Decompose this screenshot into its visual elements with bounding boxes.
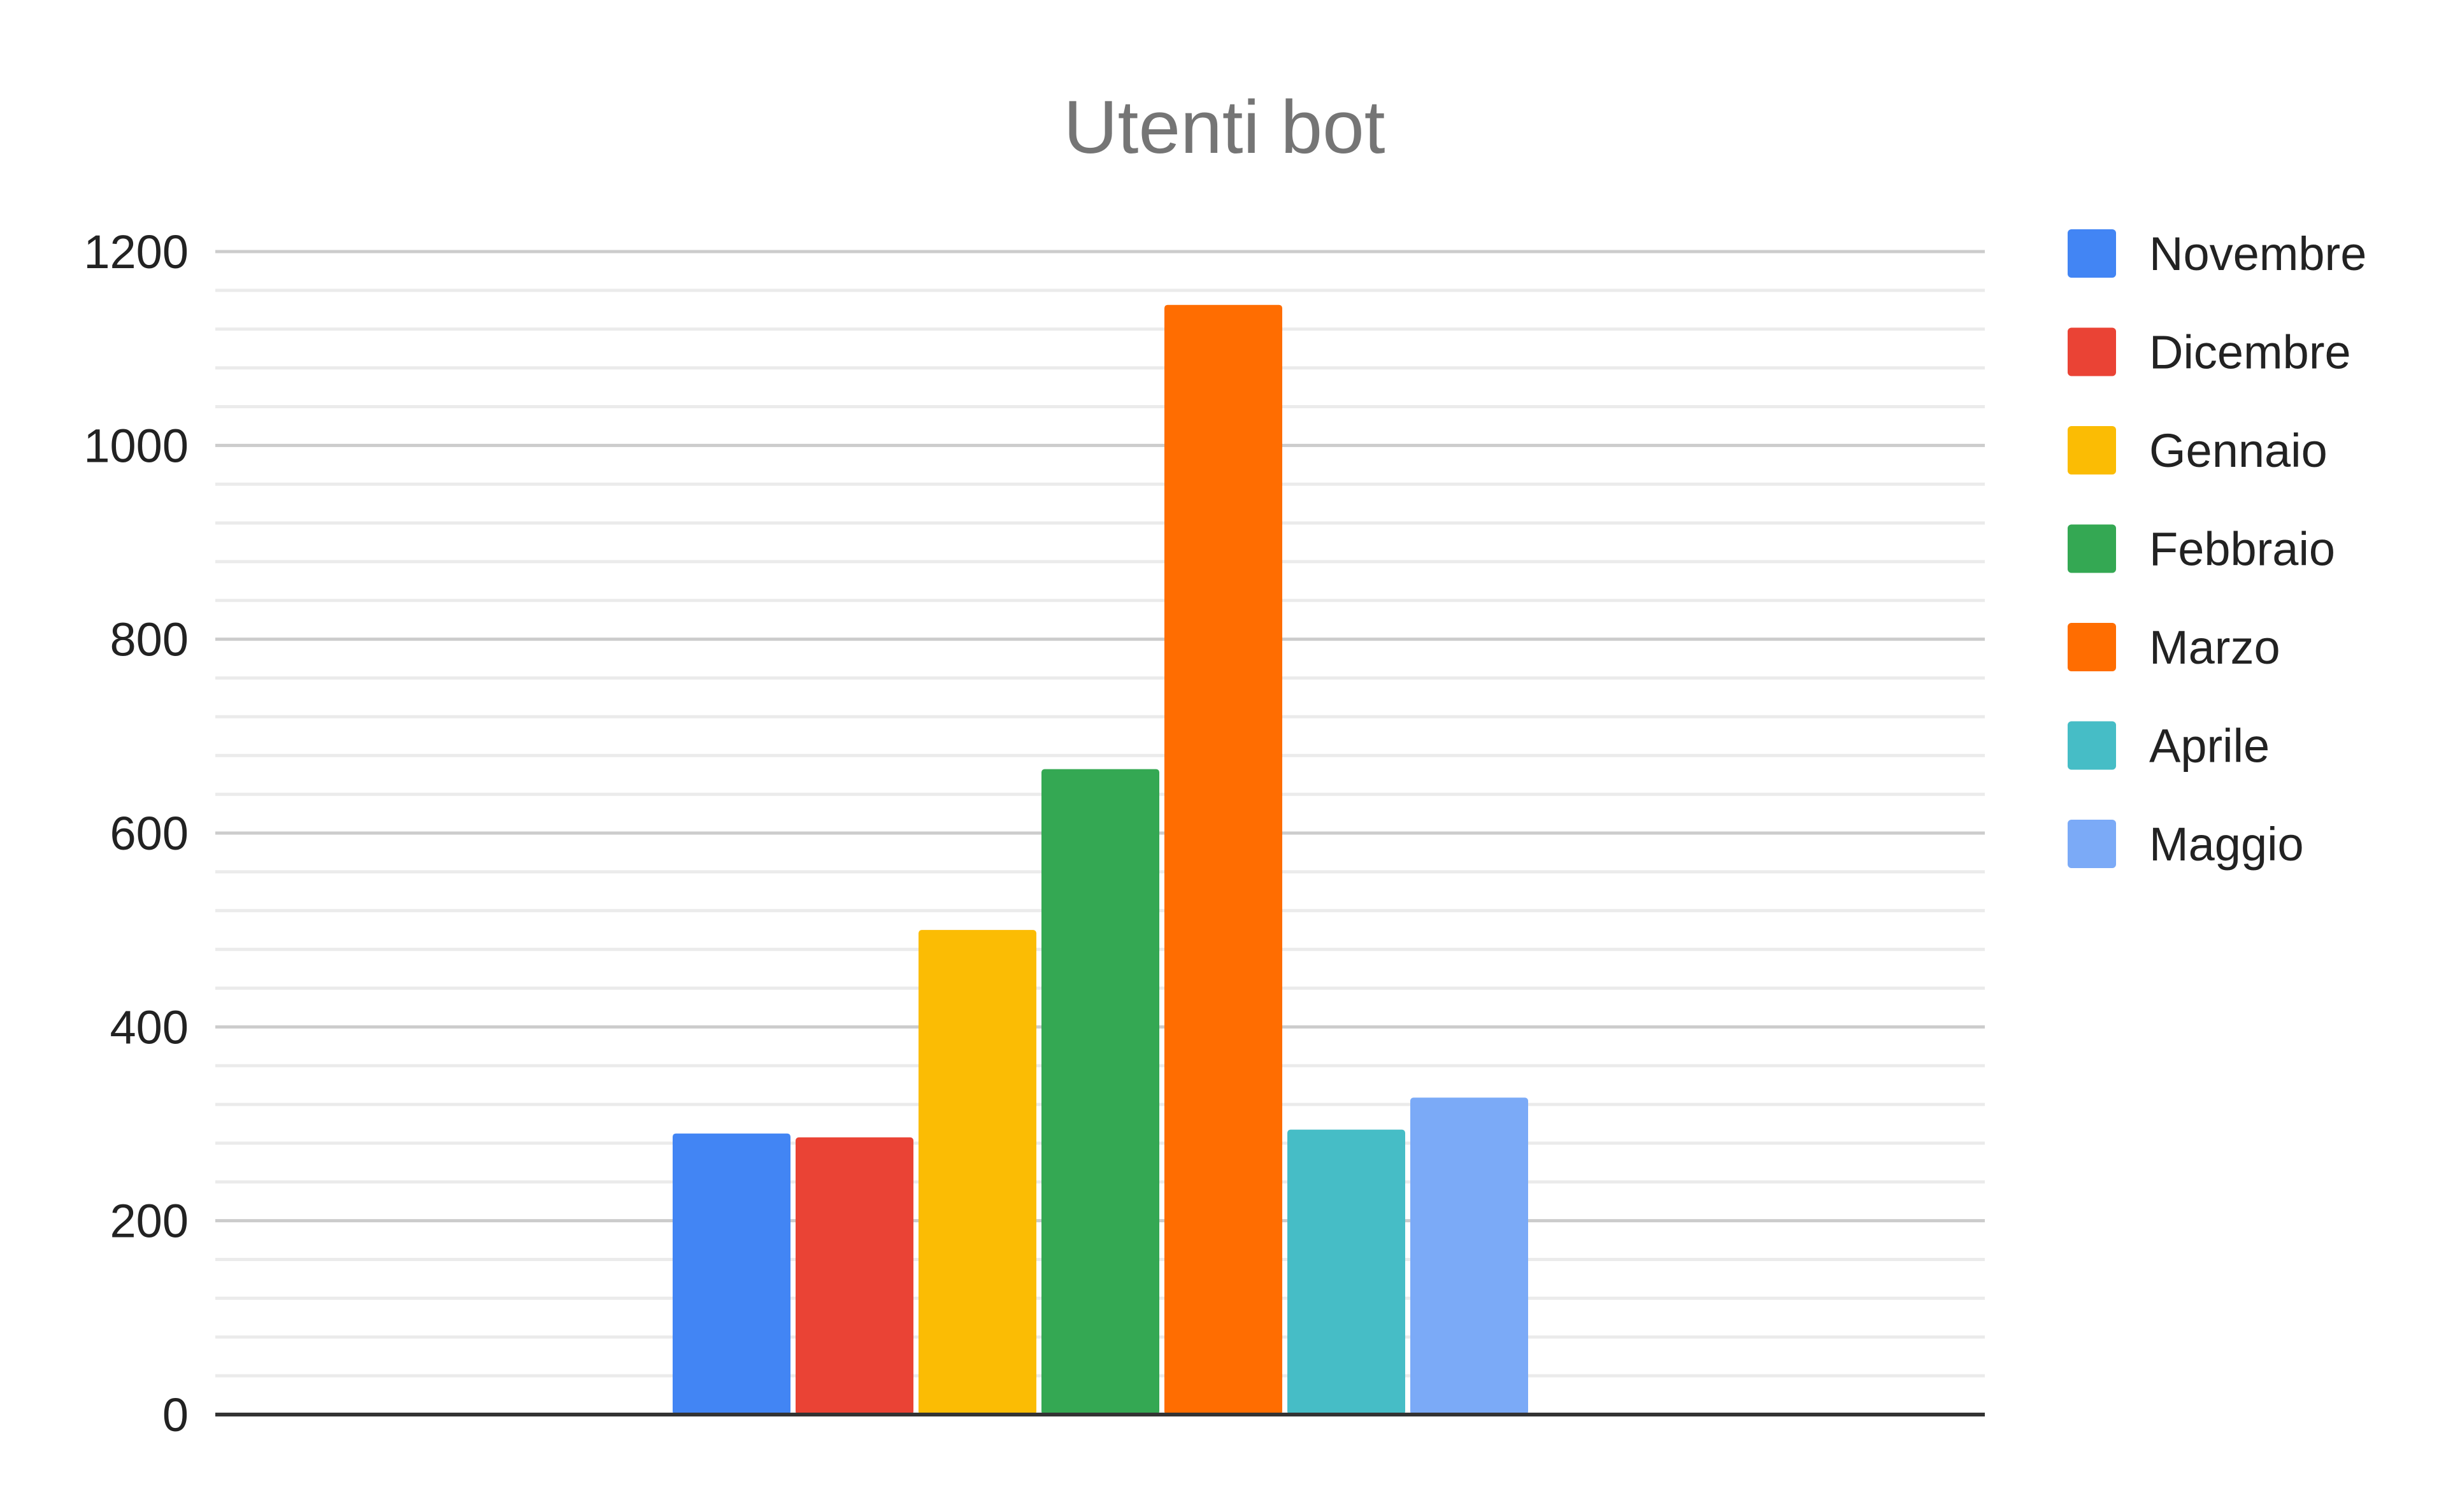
legend[interactable]: Novembre Dicembre Gennaio Febbraio Marzo Apri… — [2068, 227, 2366, 871]
legend-swatch — [2068, 623, 2116, 671]
legend-swatch — [2068, 327, 2116, 376]
y-tick-label: 0 — [162, 1388, 189, 1441]
legend-swatch — [2068, 820, 2116, 868]
bar-aprile[interactable] — [1287, 1129, 1405, 1415]
y-tick-label: 800 — [110, 613, 189, 666]
bar-dicembre[interactable] — [796, 1137, 913, 1415]
legend-item-gennaio[interactable]: Gennaio — [2068, 424, 2328, 477]
y-tick-label: 600 — [110, 807, 189, 860]
legend-label: Maggio — [2149, 818, 2304, 871]
legend-item-febbraio[interactable]: Febbraio — [2068, 523, 2335, 576]
legend-item-novembre[interactable]: Novembre — [2068, 227, 2366, 280]
bar-febbraio[interactable] — [1041, 769, 1159, 1415]
bar-gennaio[interactable] — [919, 930, 1036, 1415]
bar-maggio[interactable] — [1410, 1097, 1528, 1415]
y-tick-label: 200 — [110, 1195, 189, 1248]
legend-label: Marzo — [2149, 621, 2280, 674]
legend-item-marzo[interactable]: Marzo — [2068, 621, 2280, 674]
legend-swatch — [2068, 426, 2116, 474]
legend-swatch — [2068, 229, 2116, 278]
bar-novembre[interactable] — [673, 1133, 790, 1415]
y-tick-label: 1200 — [83, 225, 189, 278]
bar-marzo[interactable] — [1164, 304, 1282, 1415]
legend-item-maggio[interactable]: Maggio — [2068, 818, 2304, 871]
legend-item-aprile[interactable]: Aprile — [2068, 720, 2270, 773]
legend-swatch — [2068, 721, 2116, 770]
bars — [673, 304, 1528, 1415]
axes: 0 200 400 600 800 1000 1200 — [83, 225, 1985, 1441]
y-tick-label: 1000 — [83, 419, 189, 472]
legend-label: Dicembre — [2149, 326, 2351, 379]
legend-swatch — [2068, 524, 2116, 573]
legend-item-dicembre[interactable]: Dicembre — [2068, 326, 2351, 379]
y-tick-label: 400 — [110, 1001, 189, 1053]
legend-label: Aprile — [2149, 720, 2270, 773]
legend-label: Febbraio — [2149, 523, 2335, 576]
chart-title: Utenti bot — [1063, 85, 1385, 169]
legend-label: Gennaio — [2149, 424, 2328, 477]
legend-label: Novembre — [2149, 227, 2366, 280]
